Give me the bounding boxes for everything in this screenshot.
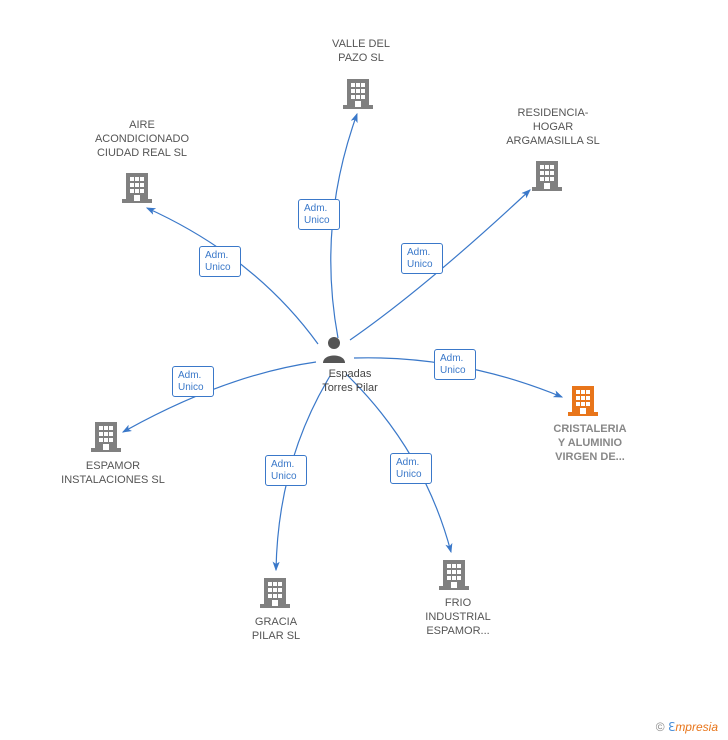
- edge-label-valle: Adm. Unico: [298, 199, 340, 230]
- node-label-espamor: ESPAMOR INSTALACIONES SL: [48, 460, 178, 488]
- node-label-valle: VALLE DEL PAZO SL: [316, 38, 406, 66]
- node-label-frio: FRIO INDUSTRIAL ESPAMOR...: [413, 597, 503, 638]
- node-label-gracia: GRACIA PILAR SL: [236, 616, 316, 644]
- building-icon-valle[interactable]: [343, 77, 373, 109]
- person-icon[interactable]: [321, 335, 347, 363]
- node-label-cristaleria: CRISTALERIA Y ALUMINIO VIRGEN DE...: [540, 423, 640, 464]
- watermark: © ℇmpresia: [656, 720, 718, 734]
- edge-label-aire: Adm. Unico: [199, 246, 241, 277]
- building-icon-frio[interactable]: [439, 558, 469, 590]
- center-label: Espadas Torres Pilar: [310, 368, 390, 396]
- building-icon-residencia[interactable]: [532, 159, 562, 191]
- edge-label-espamor: Adm. Unico: [172, 366, 214, 397]
- building-icon-aire[interactable]: [122, 171, 152, 203]
- node-label-residencia: RESIDENCIA- HOGAR ARGAMASILLA SL: [498, 107, 608, 148]
- building-icon-gracia[interactable]: [260, 576, 290, 608]
- copyright-symbol: ©: [656, 720, 665, 734]
- edge-label-residencia: Adm. Unico: [401, 243, 443, 274]
- edge-label-frio: Adm. Unico: [390, 453, 432, 484]
- edge-label-gracia: Adm. Unico: [265, 455, 307, 486]
- edge-espamor: [123, 362, 316, 432]
- edge-label-cristaleria: Adm. Unico: [434, 349, 476, 380]
- building-icon-espamor[interactable]: [91, 420, 121, 452]
- building-icon-cristaleria[interactable]: [568, 384, 598, 416]
- node-label-aire: AIRE ACONDICIONADO CIUDAD REAL SL: [82, 119, 202, 160]
- watermark-brand: mpresia: [675, 720, 718, 734]
